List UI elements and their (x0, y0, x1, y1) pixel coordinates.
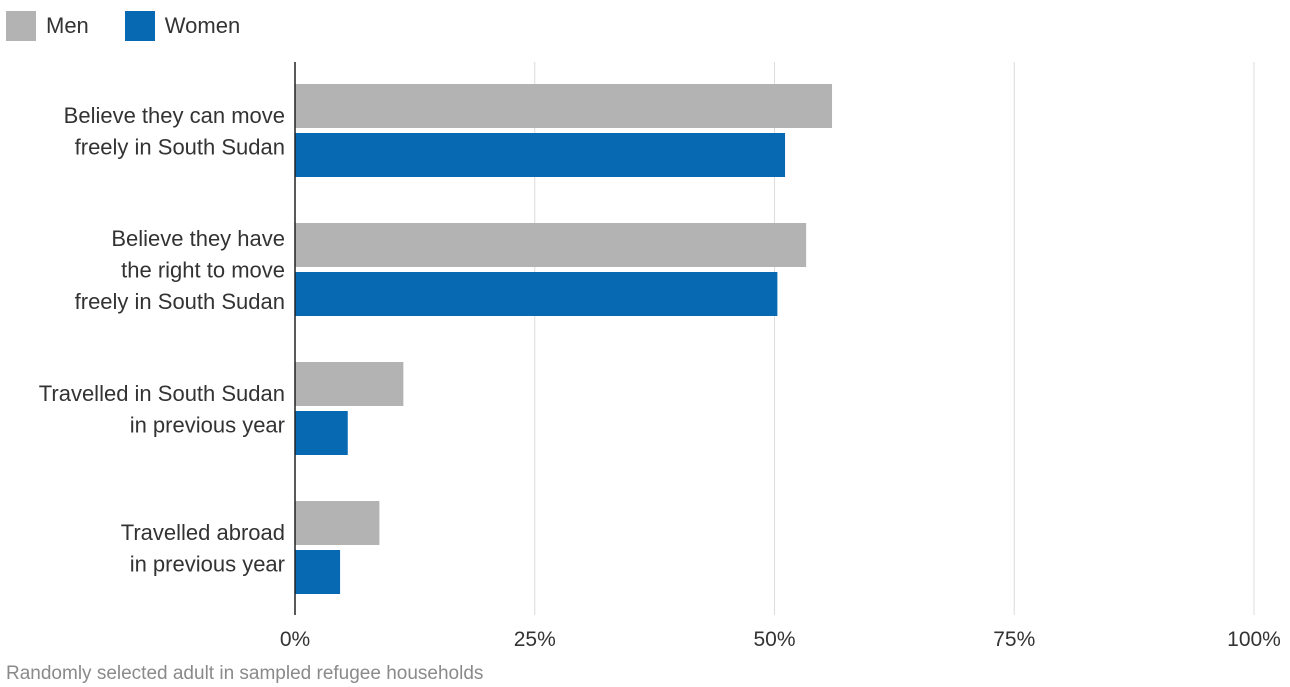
bar-men-3 (295, 362, 404, 406)
legend-label-men: Men (46, 13, 89, 38)
bar-women-2 (295, 272, 778, 316)
category-label: Travelled abroad (121, 520, 285, 545)
legend-swatch-men (6, 11, 36, 41)
legend: Men Women (6, 11, 276, 41)
category-label: Travelled in South Sudan (39, 381, 285, 406)
legend-item-women: Women (124, 11, 241, 41)
bar-men-4 (295, 501, 380, 545)
category-label: freely in South Sudan (75, 289, 285, 314)
legend-swatch-women (124, 11, 155, 41)
category-label: in previous year (130, 412, 285, 437)
legend-item-men: Men (6, 11, 89, 41)
x-tick-label: 25% (514, 628, 556, 651)
category-label: Believe they have (111, 226, 285, 251)
bar-men-2 (295, 223, 807, 267)
category-label: in previous year (130, 551, 285, 576)
chart-note: Randomly selected adult in sampled refug… (6, 663, 484, 684)
x-tick-label: 100% (1227, 628, 1281, 651)
bar-women-1 (295, 133, 786, 177)
x-tick-label: 75% (993, 628, 1035, 651)
bar-women-4 (295, 550, 341, 594)
category-label: the right to move (121, 258, 285, 283)
x-tick-label: 50% (753, 628, 795, 651)
category-label: Believe they can move (64, 103, 285, 128)
bar-men-1 (295, 84, 833, 128)
legend-label-women: Women (164, 13, 241, 38)
category-label: freely in South Sudan (75, 134, 285, 159)
x-tick-label: 0% (280, 628, 310, 651)
bar-women-3 (295, 411, 348, 455)
